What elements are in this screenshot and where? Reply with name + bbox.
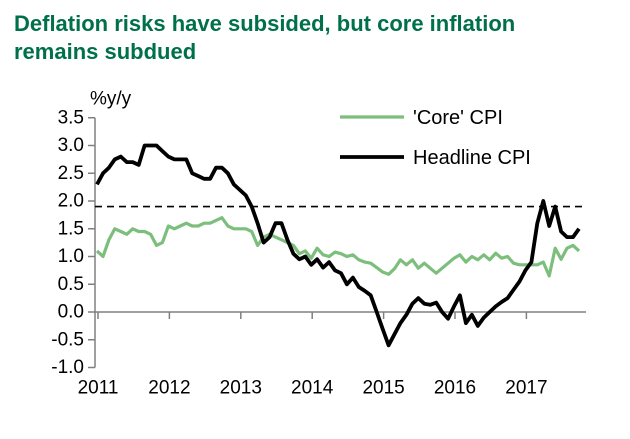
- y-axis-tick-label: 0.5: [58, 274, 84, 295]
- y-axis-tick-label: 0.0: [58, 302, 84, 323]
- x-axis-tick-label: 2014: [291, 378, 334, 399]
- y-axis-title: %y/y: [90, 88, 132, 109]
- y-axis-tick-label: -0.5: [51, 329, 84, 350]
- y-axis-tick-label: 2.0: [58, 191, 84, 212]
- x-axis-tick-label: 2016: [434, 378, 476, 399]
- y-axis-tick-label: 1.0: [58, 246, 84, 267]
- x-axis-tick-label: 2012: [148, 378, 190, 399]
- cpi-line-chart: 3.5 3.0 2.5 2.0 1.5 1.0 0.5 0.0 -0.5 -1.0 %y/y 2011…: [51, 88, 586, 399]
- y-axis-tick-label: 3.0: [58, 135, 84, 156]
- y-axis-tick-label: 2.5: [58, 163, 84, 184]
- legend-label-headline: Headline CPI: [413, 147, 531, 169]
- x-axis-tick-label: 2013: [220, 378, 262, 399]
- chart-title: Deflation risks have subsided, but core …: [14, 11, 516, 64]
- headline-cpi-line: [95, 143, 581, 348]
- y-axis-tick-label: 1.5: [58, 218, 84, 239]
- x-axis-tick-label: 2017: [505, 378, 547, 399]
- y-axis-tick-label: -1.0: [51, 357, 84, 378]
- x-axis-tick-label: 2015: [362, 378, 404, 399]
- core-cpi-line: [95, 216, 581, 278]
- legend-label-core: 'Core' CPI: [413, 107, 503, 129]
- x-axis-tick-label: 2011: [78, 378, 119, 399]
- y-axis-tick-label: 3.5: [58, 107, 84, 128]
